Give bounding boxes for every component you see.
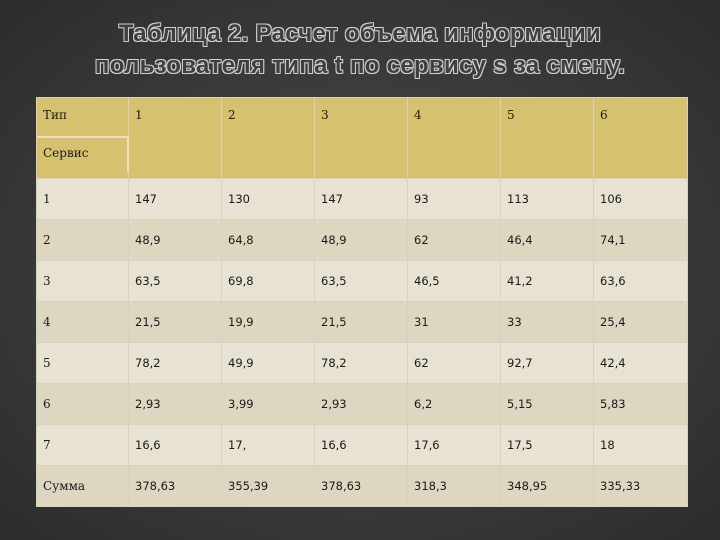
row-label: 1 bbox=[36, 178, 129, 220]
table-cell: 17, bbox=[221, 424, 315, 466]
table-row: Сумма 378,63 355,39 378,63 318,3 348,95 335,33 bbox=[36, 465, 688, 507]
table-cell: 16,6 bbox=[314, 424, 408, 466]
corner-type-label: Тип bbox=[43, 108, 67, 122]
table-cell: 2,93 bbox=[128, 383, 222, 425]
table-cell: 93 bbox=[407, 178, 501, 220]
corner-cell: Тип Сервис bbox=[36, 97, 129, 179]
column-header: 5 bbox=[500, 97, 594, 179]
column-header: 6 bbox=[593, 97, 688, 179]
table-cell: 78,2 bbox=[314, 342, 408, 384]
row-label: Сумма bbox=[36, 465, 129, 507]
table-cell: 355,39 bbox=[221, 465, 315, 507]
table-row: 3 63,5 69,8 63,5 46,5 41,2 63,6 bbox=[36, 260, 688, 302]
slide-title-line-2: пользователя типа t по сервису s за смен… bbox=[94, 52, 626, 79]
row-label: 6 bbox=[36, 383, 129, 425]
table-cell: 25,4 bbox=[593, 301, 688, 343]
table-cell: 21,5 bbox=[314, 301, 408, 343]
table-cell: 3,99 bbox=[221, 383, 315, 425]
table-cell: 63,5 bbox=[314, 260, 408, 302]
table-cell: 69,8 bbox=[221, 260, 315, 302]
table-cell: 31 bbox=[407, 301, 501, 343]
table-cell: 49,9 bbox=[221, 342, 315, 384]
row-label: 7 bbox=[36, 424, 129, 466]
table-cell: 318,3 bbox=[407, 465, 501, 507]
table-cell: 18 bbox=[593, 424, 688, 466]
table-cell: 42,4 bbox=[593, 342, 688, 384]
table-cell: 106 bbox=[593, 178, 688, 220]
table-cell: 113 bbox=[500, 178, 594, 220]
table-cell: 17,6 bbox=[407, 424, 501, 466]
header-row: Тип Сервис 1 2 3 4 5 6 bbox=[36, 97, 688, 179]
table-cell: 16,6 bbox=[128, 424, 222, 466]
column-header: 1 bbox=[128, 97, 222, 179]
table-cell: 378,63 bbox=[128, 465, 222, 507]
table-cell: 46,5 bbox=[407, 260, 501, 302]
row-label: 5 bbox=[36, 342, 129, 384]
table-cell: 62 bbox=[407, 219, 501, 261]
row-label: 2 bbox=[36, 219, 129, 261]
table-row: 6 2,93 3,99 2,93 6,2 5,15 5,83 bbox=[36, 383, 688, 425]
row-label: 4 bbox=[36, 301, 129, 343]
table-cell: 62 bbox=[407, 342, 501, 384]
table-row: 7 16,6 17, 16,6 17,6 17,5 18 bbox=[36, 424, 688, 466]
table-cell: 335,33 bbox=[593, 465, 688, 507]
table-row: 2 48,9 64,8 48,9 62 46,4 74,1 bbox=[36, 219, 688, 261]
data-table: Тип Сервис 1 2 3 4 5 6 1 147 130 147 93 113 10… bbox=[36, 97, 688, 507]
table-cell: 74,1 bbox=[593, 219, 688, 261]
table-cell: 2,93 bbox=[314, 383, 408, 425]
table-cell: 41,2 bbox=[500, 260, 594, 302]
table-body: 1 147 130 147 93 113 106 2 48,9 64,8 48,9 62 46,4 74,… bbox=[36, 178, 688, 507]
table-cell: 33 bbox=[500, 301, 594, 343]
table-cell: 130 bbox=[221, 178, 315, 220]
table-cell: 17,5 bbox=[500, 424, 594, 466]
row-label: 3 bbox=[36, 260, 129, 302]
table-cell: 92,7 bbox=[500, 342, 594, 384]
table-row: 5 78,2 49,9 78,2 62 92,7 42,4 bbox=[36, 342, 688, 384]
table-cell: 48,9 bbox=[128, 219, 222, 261]
table-row: 1 147 130 147 93 113 106 bbox=[36, 178, 688, 220]
table-cell: 147 bbox=[314, 178, 408, 220]
table-cell: 147 bbox=[128, 178, 222, 220]
table-cell: 378,63 bbox=[314, 465, 408, 507]
table-cell: 6,2 bbox=[407, 383, 501, 425]
table-cell: 5,83 bbox=[593, 383, 688, 425]
column-header: 3 bbox=[314, 97, 408, 179]
table-cell: 348,95 bbox=[500, 465, 594, 507]
table-cell: 63,6 bbox=[593, 260, 688, 302]
table-cell: 46,4 bbox=[500, 219, 594, 261]
table-cell: 78,2 bbox=[128, 342, 222, 384]
table-cell: 5,15 bbox=[500, 383, 594, 425]
table-cell: 64,8 bbox=[221, 219, 315, 261]
table-cell: 19,9 bbox=[221, 301, 315, 343]
column-header: 2 bbox=[221, 97, 315, 179]
column-header: 4 bbox=[407, 97, 501, 179]
table-cell: 21,5 bbox=[128, 301, 222, 343]
slide-title-line-1: Таблица 2. Расчет объема информации bbox=[118, 20, 602, 47]
table-cell: 63,5 bbox=[128, 260, 222, 302]
table-cell: 48,9 bbox=[314, 219, 408, 261]
table-row: 4 21,5 19,9 21,5 31 33 25,4 bbox=[36, 301, 688, 343]
corner-service-label: Сервис bbox=[37, 136, 129, 172]
slide-title: Таблица 2. Расчет объема информации поль… bbox=[0, 18, 720, 82]
